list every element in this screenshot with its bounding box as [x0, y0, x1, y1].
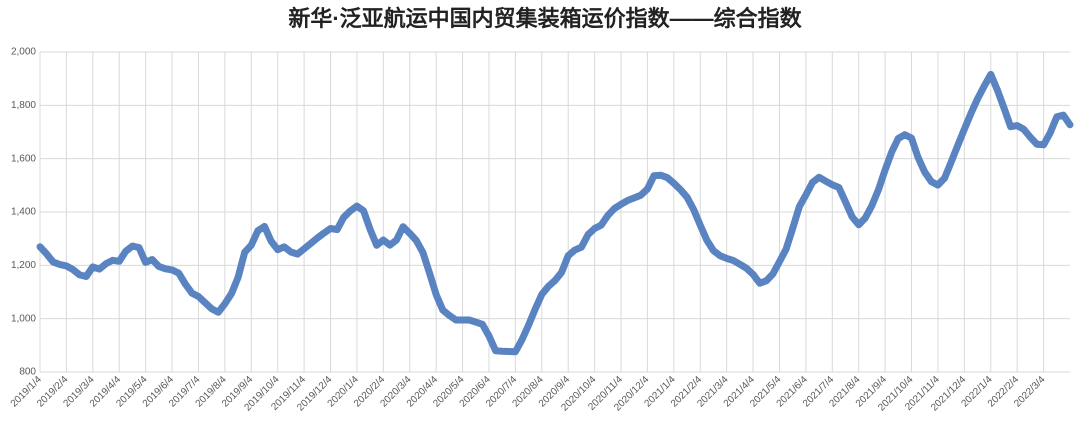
- y-tick-label: 1,400: [11, 207, 36, 218]
- data-line: [36, 70, 1074, 356]
- y-tick-label: 800: [19, 367, 36, 378]
- y-tick-label: 1,800: [11, 100, 36, 111]
- chart-title: 新华·泛亚航运中国内贸集装箱运价指数——综合指数: [288, 6, 802, 31]
- y-tick-label: 1,000: [11, 313, 36, 324]
- y-tick-label: 1,600: [11, 153, 36, 164]
- y-tick-label: 2,000: [11, 47, 36, 58]
- y-tick-label: 1,200: [11, 260, 36, 271]
